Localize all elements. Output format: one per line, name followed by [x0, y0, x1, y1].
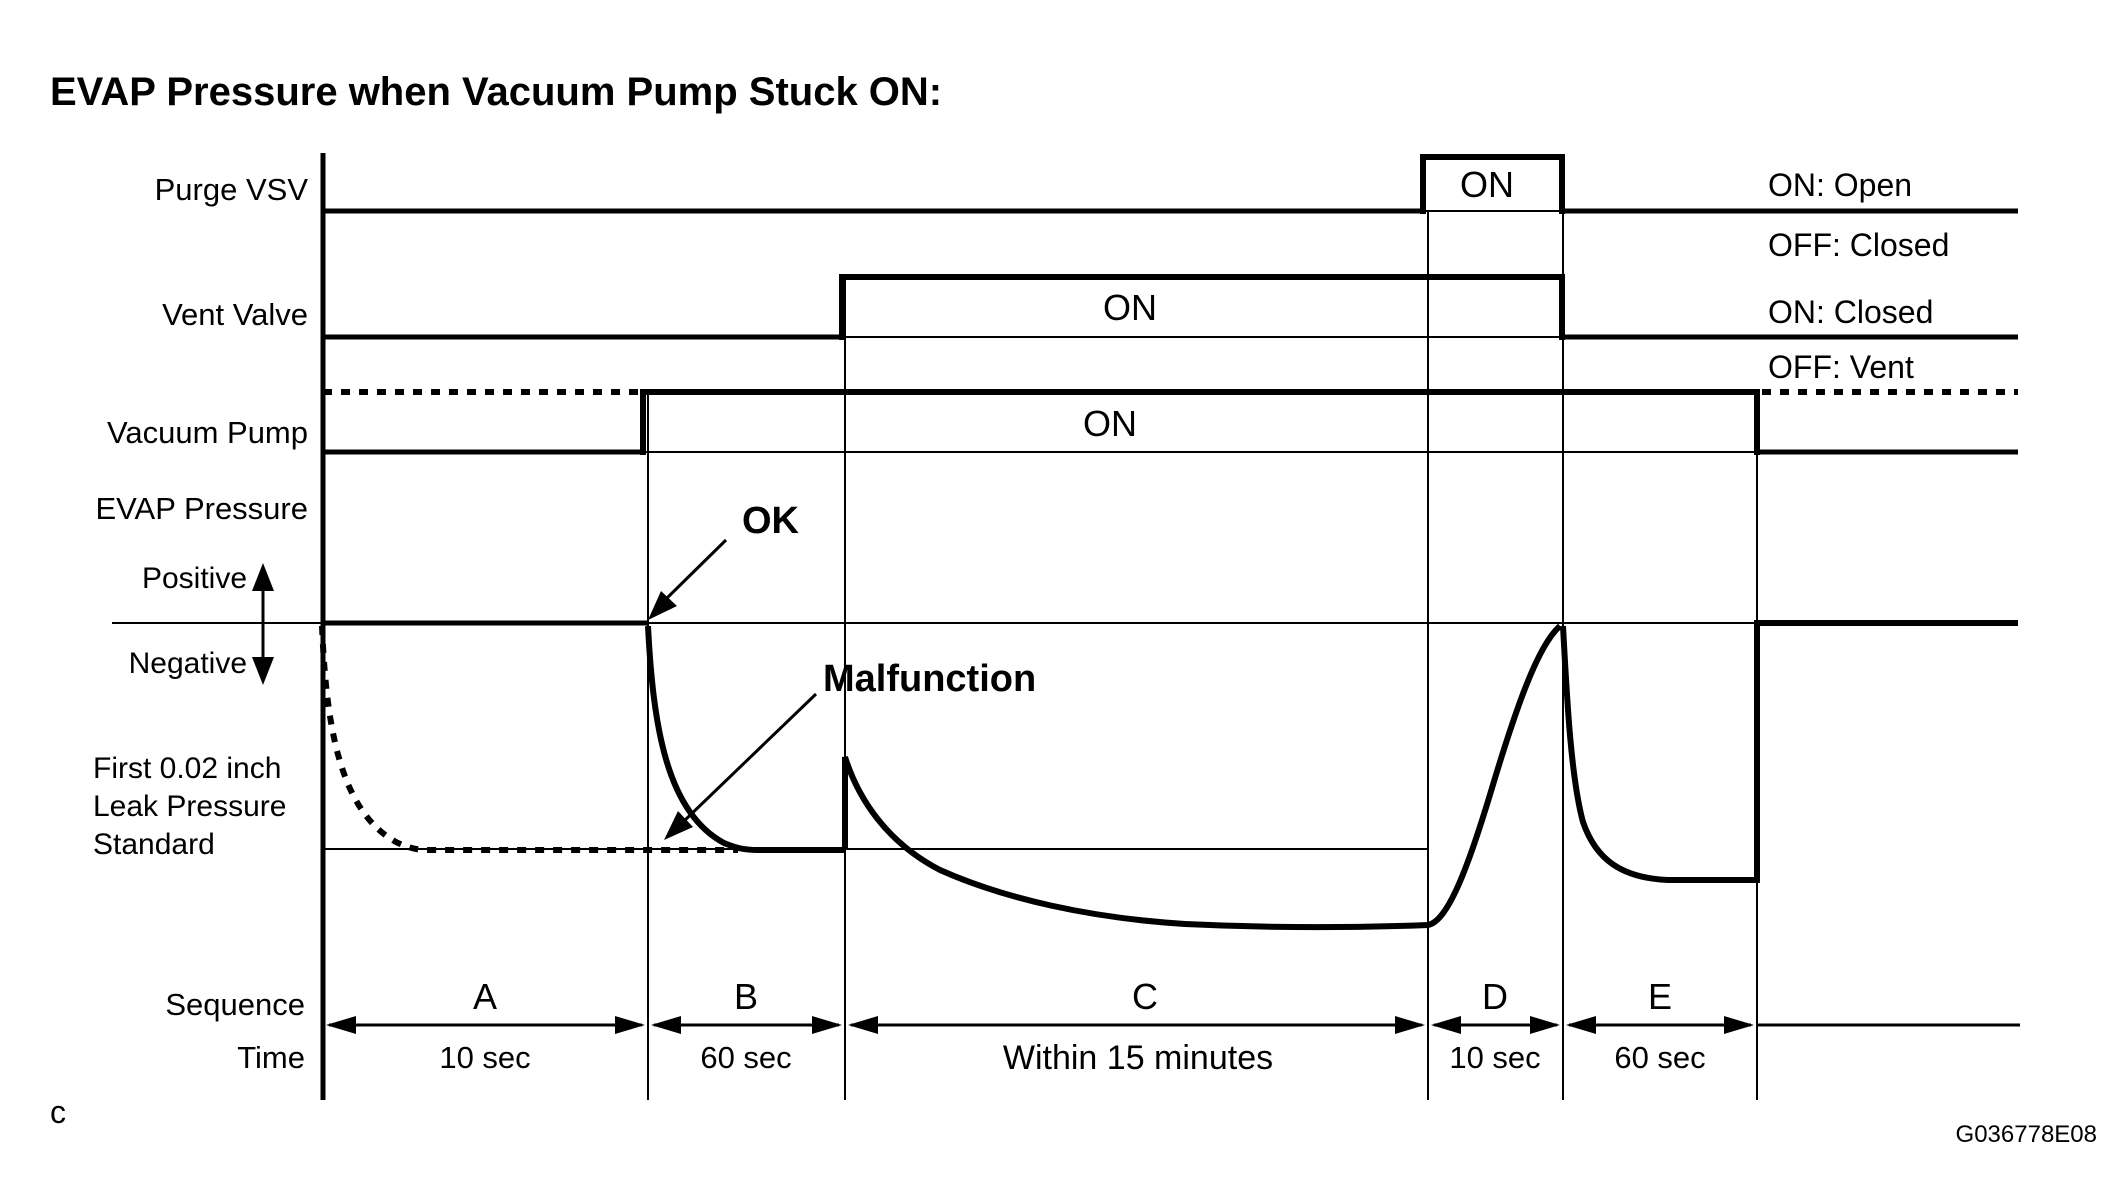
phase-time: 60 sec	[700, 1040, 791, 1075]
ok-arrow	[663, 538, 728, 602]
phase-letter: A	[473, 976, 497, 1017]
leak-standard-caption-2: Leak Pressure	[93, 790, 286, 823]
pump-on-pulse	[640, 389, 1760, 455]
legend-vent-off: OFF: Vent	[1768, 349, 1914, 385]
evap-trace-tail	[1754, 620, 2018, 883]
positive-label: Positive	[142, 562, 247, 595]
vent-valve-label: Vent Valve	[162, 297, 308, 332]
evap-trace-malfunction-curve	[842, 623, 1563, 931]
figure-code: G036778E08	[1956, 1121, 2097, 1148]
purge-on-pulse	[1420, 154, 1565, 214]
page-mark: c	[50, 1094, 66, 1130]
ok-annotation: OK	[648, 500, 800, 620]
phase-time: Within 15 minutes	[1003, 1039, 1273, 1077]
phase-span-arrows	[326, 1016, 2020, 1034]
phase-time: 10 sec	[1449, 1040, 1540, 1075]
vacuum-pump-label: Vacuum Pump	[107, 415, 308, 450]
malfunction-arrow	[681, 692, 818, 824]
sequence-label: Sequence	[165, 987, 305, 1022]
vent-valve-row: Vent Valve ON	[162, 274, 2018, 340]
evap-trace-ok-curve	[645, 625, 845, 853]
page-title: EVAP Pressure when Vacuum Pump Stuck ON:	[50, 70, 942, 114]
pump-on-label: ON	[1083, 403, 1137, 444]
purge-vsv-label: Purge VSV	[155, 172, 309, 207]
ok-label: OK	[742, 500, 800, 542]
leak-standard-caption-3: Standard	[93, 828, 215, 861]
axis-and-grid	[320, 153, 1758, 1100]
leak-standard-caption-1: First 0.02 inch	[93, 752, 281, 785]
evap-pressure-label: EVAP Pressure	[95, 491, 308, 526]
evap-pressure-row: EVAP Pressure Positive Negative First 0.…	[93, 491, 2018, 931]
phase-time: 10 sec	[439, 1040, 530, 1075]
time-label: Time	[237, 1040, 305, 1075]
phase-letter: B	[734, 976, 758, 1017]
legend-vent-on: ON: Closed	[1768, 294, 1933, 330]
phase-letter: D	[1482, 976, 1508, 1017]
purge-vsv-row: Purge VSV ON	[155, 154, 2018, 214]
negative-label: Negative	[129, 647, 247, 680]
phase-letter: E	[1648, 976, 1672, 1017]
vent-on-label: ON	[1103, 287, 1157, 328]
vacuum-pump-row: Vacuum Pump ON	[107, 389, 2018, 455]
phase-time: 60 sec	[1614, 1040, 1705, 1075]
legend-purge-off: OFF: Closed	[1768, 227, 1949, 263]
purge-on-label: ON	[1460, 164, 1514, 205]
evap-trace-e-phase-curve	[1560, 625, 1757, 883]
vent-on-pulse	[839, 274, 1565, 340]
malfunction-label: Malfunction	[823, 658, 1036, 700]
legend: ON: Open OFF: Closed ON: Closed OFF: Ven…	[1768, 167, 1949, 385]
malfunction-annotation: Malfunction	[664, 658, 1036, 840]
legend-purge-on: ON: Open	[1768, 167, 1912, 203]
phase-letter: C	[1132, 976, 1158, 1017]
sequence-row: Sequence Time A B C D E	[165, 976, 2020, 1077]
